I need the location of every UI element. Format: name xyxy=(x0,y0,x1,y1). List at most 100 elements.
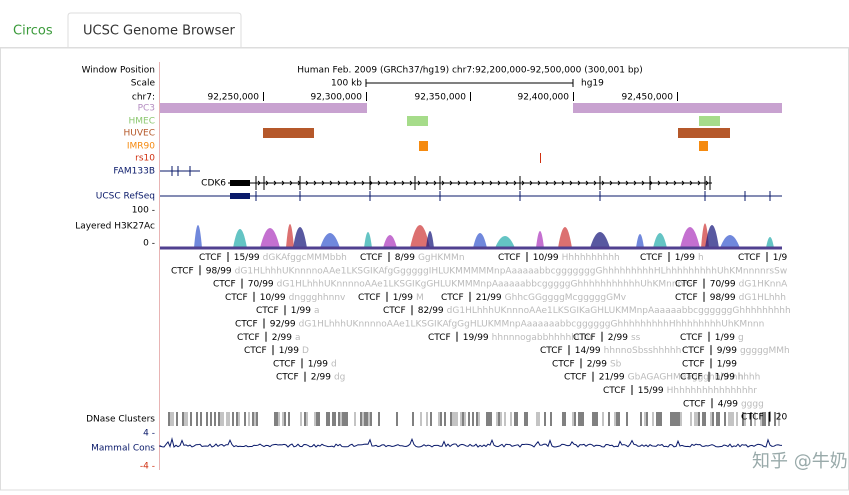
ctcf-label: CTCF 21/99 GbAGAGHMaaggghhhhhhhhh xyxy=(564,372,760,382)
ctcf-name: CTCF xyxy=(256,306,279,316)
intron-arrow xyxy=(441,180,445,186)
intron-arrow xyxy=(657,180,661,186)
ctcf-motif: h xyxy=(698,253,704,263)
ctcf-score: 21/99 xyxy=(476,292,502,302)
tab[interactable]: UCSC Genome Browser xyxy=(83,24,235,39)
intron-arrow xyxy=(433,180,437,186)
ctcf-score: 1/99 xyxy=(717,359,737,369)
gene-fam133b xyxy=(160,166,200,176)
position-label: 92,300,000 xyxy=(310,93,362,103)
ctcf-score: 70/99 xyxy=(710,279,736,289)
ctcf-name: CTCF xyxy=(682,346,705,356)
ctcf-label: CTCF 70/99 dG1HLhhhUKnnnnoAAe1LKSGIKgGHLUK… xyxy=(213,279,693,289)
h3k27ac-peak xyxy=(766,237,774,248)
ctcf-score: 4/99 xyxy=(718,399,738,409)
ctcf-motif: g xyxy=(738,332,744,342)
intron-arrow xyxy=(625,180,629,186)
ctcf-name: CTCF xyxy=(244,346,267,356)
ctcf-motif: dnggghhnnv xyxy=(289,292,346,302)
track-label: HUVEC xyxy=(124,129,155,139)
track-label: 4 - xyxy=(143,429,155,439)
h3k27ac-peak xyxy=(558,227,572,248)
watermark: 知乎 @牛奶 xyxy=(752,451,848,472)
ctcf-name: CTCF xyxy=(498,253,521,263)
label: Window Position xyxy=(82,66,155,76)
h3k27ac-peak xyxy=(383,235,397,248)
ctcf-score: 19/99 xyxy=(463,332,489,342)
intron-arrow xyxy=(601,180,605,186)
ctcf-name: CTCF xyxy=(360,253,383,263)
ctcf-label: CTCF 14/99 hhnnoSbsshhhhh xyxy=(540,346,681,356)
ctcf-label: CTCF 82/99 dG1HLhhhUKnnnoAAe1LKSGIKaGHLUKM… xyxy=(383,306,791,316)
ctcf-motif: dG1HLhhh xyxy=(739,292,786,302)
exon xyxy=(230,193,250,199)
h3k27ac-peak xyxy=(410,225,430,248)
tab[interactable]: Circos xyxy=(13,24,53,39)
ctcf-score: 10/99 xyxy=(533,253,559,263)
ctcf-label: CTCF 15/99 Hhhhhhhhhhhhhhhr xyxy=(603,386,757,396)
active-tab[interactable] xyxy=(67,12,242,47)
ctcf-motif: Sb xyxy=(610,359,622,369)
h3k27ac-peak xyxy=(293,227,307,248)
label: Scale xyxy=(131,79,156,89)
intron-arrow xyxy=(497,180,501,186)
ctcf-score: 1/99 xyxy=(308,359,328,369)
ctcf-score: 1/99 xyxy=(291,306,311,316)
intron-arrow xyxy=(369,180,373,186)
ctcf-motif: Hhhhhhhhhhhhhhhr xyxy=(667,386,758,396)
h3k27ac-peak xyxy=(364,232,372,248)
intron-arrow xyxy=(689,180,693,186)
ctcf-label: CTCF 15/99 dGKAfggcMMMbbh xyxy=(199,253,347,263)
h3k27ac-peak xyxy=(286,224,294,248)
ctcf-motif: a xyxy=(295,332,301,342)
h3k27ac-peak xyxy=(320,233,340,248)
intron-arrow xyxy=(665,180,669,186)
ctcf-motif: GhhcGGggggMcgggggGMv xyxy=(505,292,627,302)
intron-arrow xyxy=(529,180,533,186)
ctcf-score: 10/99 xyxy=(260,292,286,302)
ctcf-name: CTCF xyxy=(199,253,222,263)
ctcf-motif: M xyxy=(416,292,424,302)
intron-arrow xyxy=(457,180,461,186)
ctcf-motif: dG1HLhhhUKnnnnoAAe1LKSGIKgGHLUKMMMnpAaaa… xyxy=(277,279,693,289)
ctcf-motif: dg xyxy=(334,372,345,382)
huvec-region xyxy=(263,128,314,138)
ctcf-label: CTCF 19/99 hhnnnogabbhhhhhUhr xyxy=(428,332,593,342)
exon xyxy=(230,180,250,186)
ctcf-score: 1/99 xyxy=(715,372,735,382)
ctcf-label: CTCF 1/99 M xyxy=(358,292,424,302)
ctcf-name: CTCF xyxy=(171,266,194,276)
scale-bar-label: 100 kb xyxy=(331,79,362,89)
ctcf-label: CTCF 1/99 h xyxy=(640,253,704,263)
imr90-region xyxy=(699,141,708,151)
track-label: HMEC xyxy=(128,117,155,127)
track-label: DNase Clusters xyxy=(86,415,155,425)
ctcf-name: CTCF xyxy=(358,292,381,302)
position-label: 92,250,000 xyxy=(207,93,259,103)
intron-arrow xyxy=(593,180,597,186)
ctcf-label: CTCF 2/99 Sb xyxy=(552,359,622,369)
ctcf-score: 2/99 xyxy=(608,332,628,342)
ctcf-motif: Hhhhhhhhhh xyxy=(562,253,620,263)
ctcf-name: CTCF xyxy=(738,253,761,263)
ctcf-label: CTCF 1/99 a xyxy=(256,306,319,316)
intron-arrow xyxy=(697,180,701,186)
intron-arrow xyxy=(425,180,429,186)
ctcf-label: CTCF 2/99 dg xyxy=(276,372,345,382)
ctcf-score: 2/99 xyxy=(311,372,331,382)
h3k27ac-peak xyxy=(194,225,202,248)
ctcf-motif: h xyxy=(738,372,744,382)
ctcf-label: CTCF 2/99 ss xyxy=(573,332,641,342)
intron-arrow xyxy=(481,180,485,186)
track-label: 100 - xyxy=(132,206,155,216)
assembly: Human Feb. 2009 (GRCh37/hg19) chr7:92,20… xyxy=(297,66,643,76)
ctcf-score: 1/99 xyxy=(393,292,413,302)
ctcf-score: 98/99 xyxy=(710,292,736,302)
intron-arrow xyxy=(417,180,421,186)
ctcf-name: CTCF xyxy=(675,279,698,289)
intron-arrow xyxy=(465,180,469,186)
track-label: Layered H3K27Ac xyxy=(75,222,155,232)
ctcf-score: 82/99 xyxy=(418,306,444,316)
ctcf-name: CTCF xyxy=(441,292,464,302)
track-label: Mammal Cons xyxy=(91,444,155,454)
